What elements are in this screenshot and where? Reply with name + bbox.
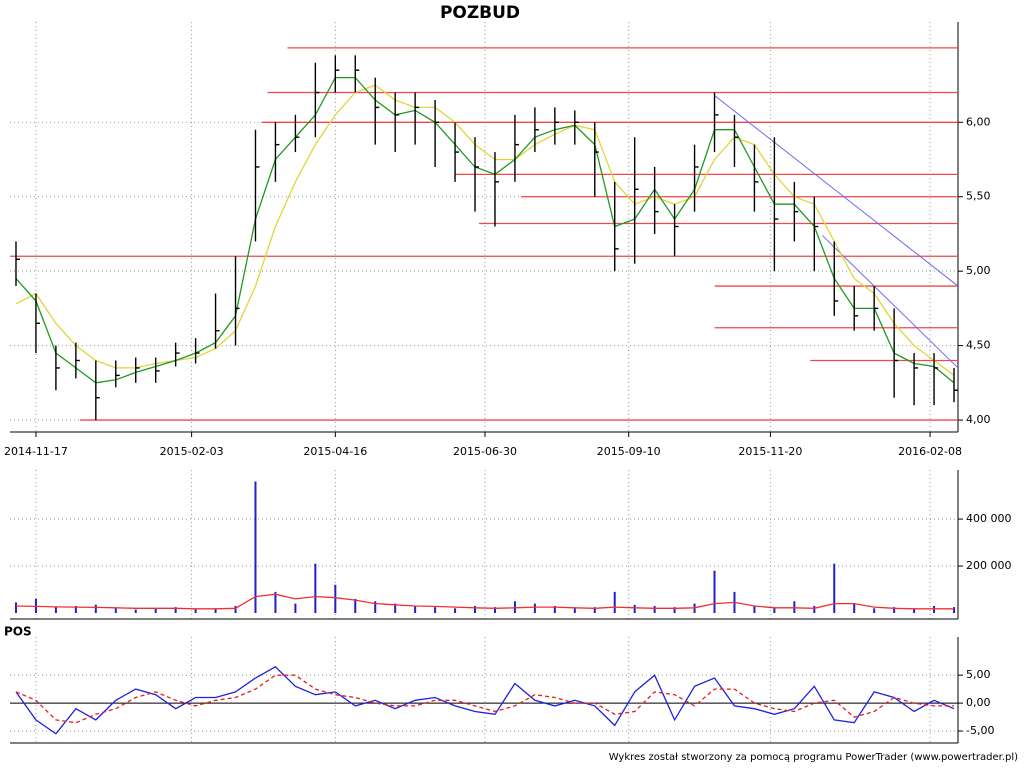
series-line bbox=[15, 76, 955, 384]
volume-bar bbox=[314, 563, 317, 613]
volume-bar bbox=[434, 607, 437, 613]
trend-line bbox=[821, 235, 959, 369]
volume-bar bbox=[454, 608, 457, 613]
volume-bar bbox=[254, 481, 257, 613]
volume-bar bbox=[294, 603, 297, 613]
chart-title: POZBUD bbox=[440, 3, 520, 23]
x-tick-label: 2015-09-10 bbox=[597, 445, 661, 458]
volume-bar bbox=[134, 609, 137, 613]
trend-line bbox=[714, 95, 959, 287]
volume-bar bbox=[813, 605, 816, 613]
volume-bar bbox=[194, 609, 197, 613]
y-tick-label: 5,50 bbox=[966, 190, 991, 203]
y-tick-label: -5,00 bbox=[966, 724, 994, 737]
volume-bar bbox=[553, 605, 556, 613]
volume-bar bbox=[793, 601, 796, 613]
y-tick-label: 4,50 bbox=[966, 339, 991, 352]
volume-bar bbox=[853, 603, 856, 613]
y-tick-label: 4,00 bbox=[966, 413, 991, 426]
volume-bar bbox=[14, 602, 17, 613]
x-tick-label: 2014-11-17 bbox=[4, 445, 68, 458]
volume-bar bbox=[114, 608, 117, 613]
volume-bar bbox=[533, 603, 536, 613]
volume-bar bbox=[773, 607, 776, 613]
series-line bbox=[15, 665, 955, 735]
y-tick-label: 200 000 bbox=[966, 559, 1012, 572]
x-tick-label: 2015-02-03 bbox=[160, 445, 224, 458]
volume-bar bbox=[953, 607, 956, 613]
volume-bar bbox=[474, 605, 477, 613]
volume-bar bbox=[234, 605, 237, 613]
volume-bar bbox=[354, 598, 357, 613]
volume-bar bbox=[94, 604, 97, 613]
volume-bar bbox=[414, 605, 417, 613]
volume-bar bbox=[493, 607, 496, 613]
y-tick-label: 5,00 bbox=[966, 264, 991, 277]
y-tick-label: 6,00 bbox=[966, 115, 991, 128]
volume-bar bbox=[673, 607, 676, 613]
volume-bar bbox=[713, 570, 716, 613]
series-line bbox=[15, 593, 954, 610]
volume-bar bbox=[274, 591, 277, 613]
volume-bar bbox=[174, 607, 177, 613]
volume-bar bbox=[513, 601, 516, 613]
volume-bar bbox=[374, 601, 377, 613]
volume-bar bbox=[933, 605, 936, 613]
volume-bar bbox=[753, 605, 756, 613]
x-tick-label: 2015-04-16 bbox=[303, 445, 367, 458]
volume-bar bbox=[54, 607, 57, 613]
volume-bar bbox=[653, 605, 656, 613]
volume-bar bbox=[334, 584, 337, 613]
volume-bar bbox=[154, 608, 157, 613]
volume-bar bbox=[613, 591, 616, 613]
x-tick-label: 2015-11-20 bbox=[738, 445, 802, 458]
x-tick-label: 2016-02-08 bbox=[898, 445, 962, 458]
volume-bar bbox=[573, 608, 576, 613]
volume-bar bbox=[893, 607, 896, 613]
x-tick-label: 2015-06-30 bbox=[453, 445, 517, 458]
volume-bar bbox=[394, 603, 397, 613]
footer: Wykres został stworzony za pomocą progra… bbox=[609, 752, 1018, 763]
volume-bar bbox=[913, 608, 916, 613]
volume-bar bbox=[833, 563, 836, 613]
y-tick-label: 400 000 bbox=[966, 512, 1012, 525]
volume-bar bbox=[214, 608, 217, 613]
volume-bar bbox=[593, 607, 596, 613]
volume-bar bbox=[74, 605, 77, 613]
y-tick-label: 0,00 bbox=[966, 696, 991, 709]
panel-title: POS bbox=[4, 625, 32, 639]
volume-bar bbox=[873, 608, 876, 613]
y-tick-label: 5,00 bbox=[966, 668, 991, 681]
volume-bar bbox=[633, 604, 636, 613]
